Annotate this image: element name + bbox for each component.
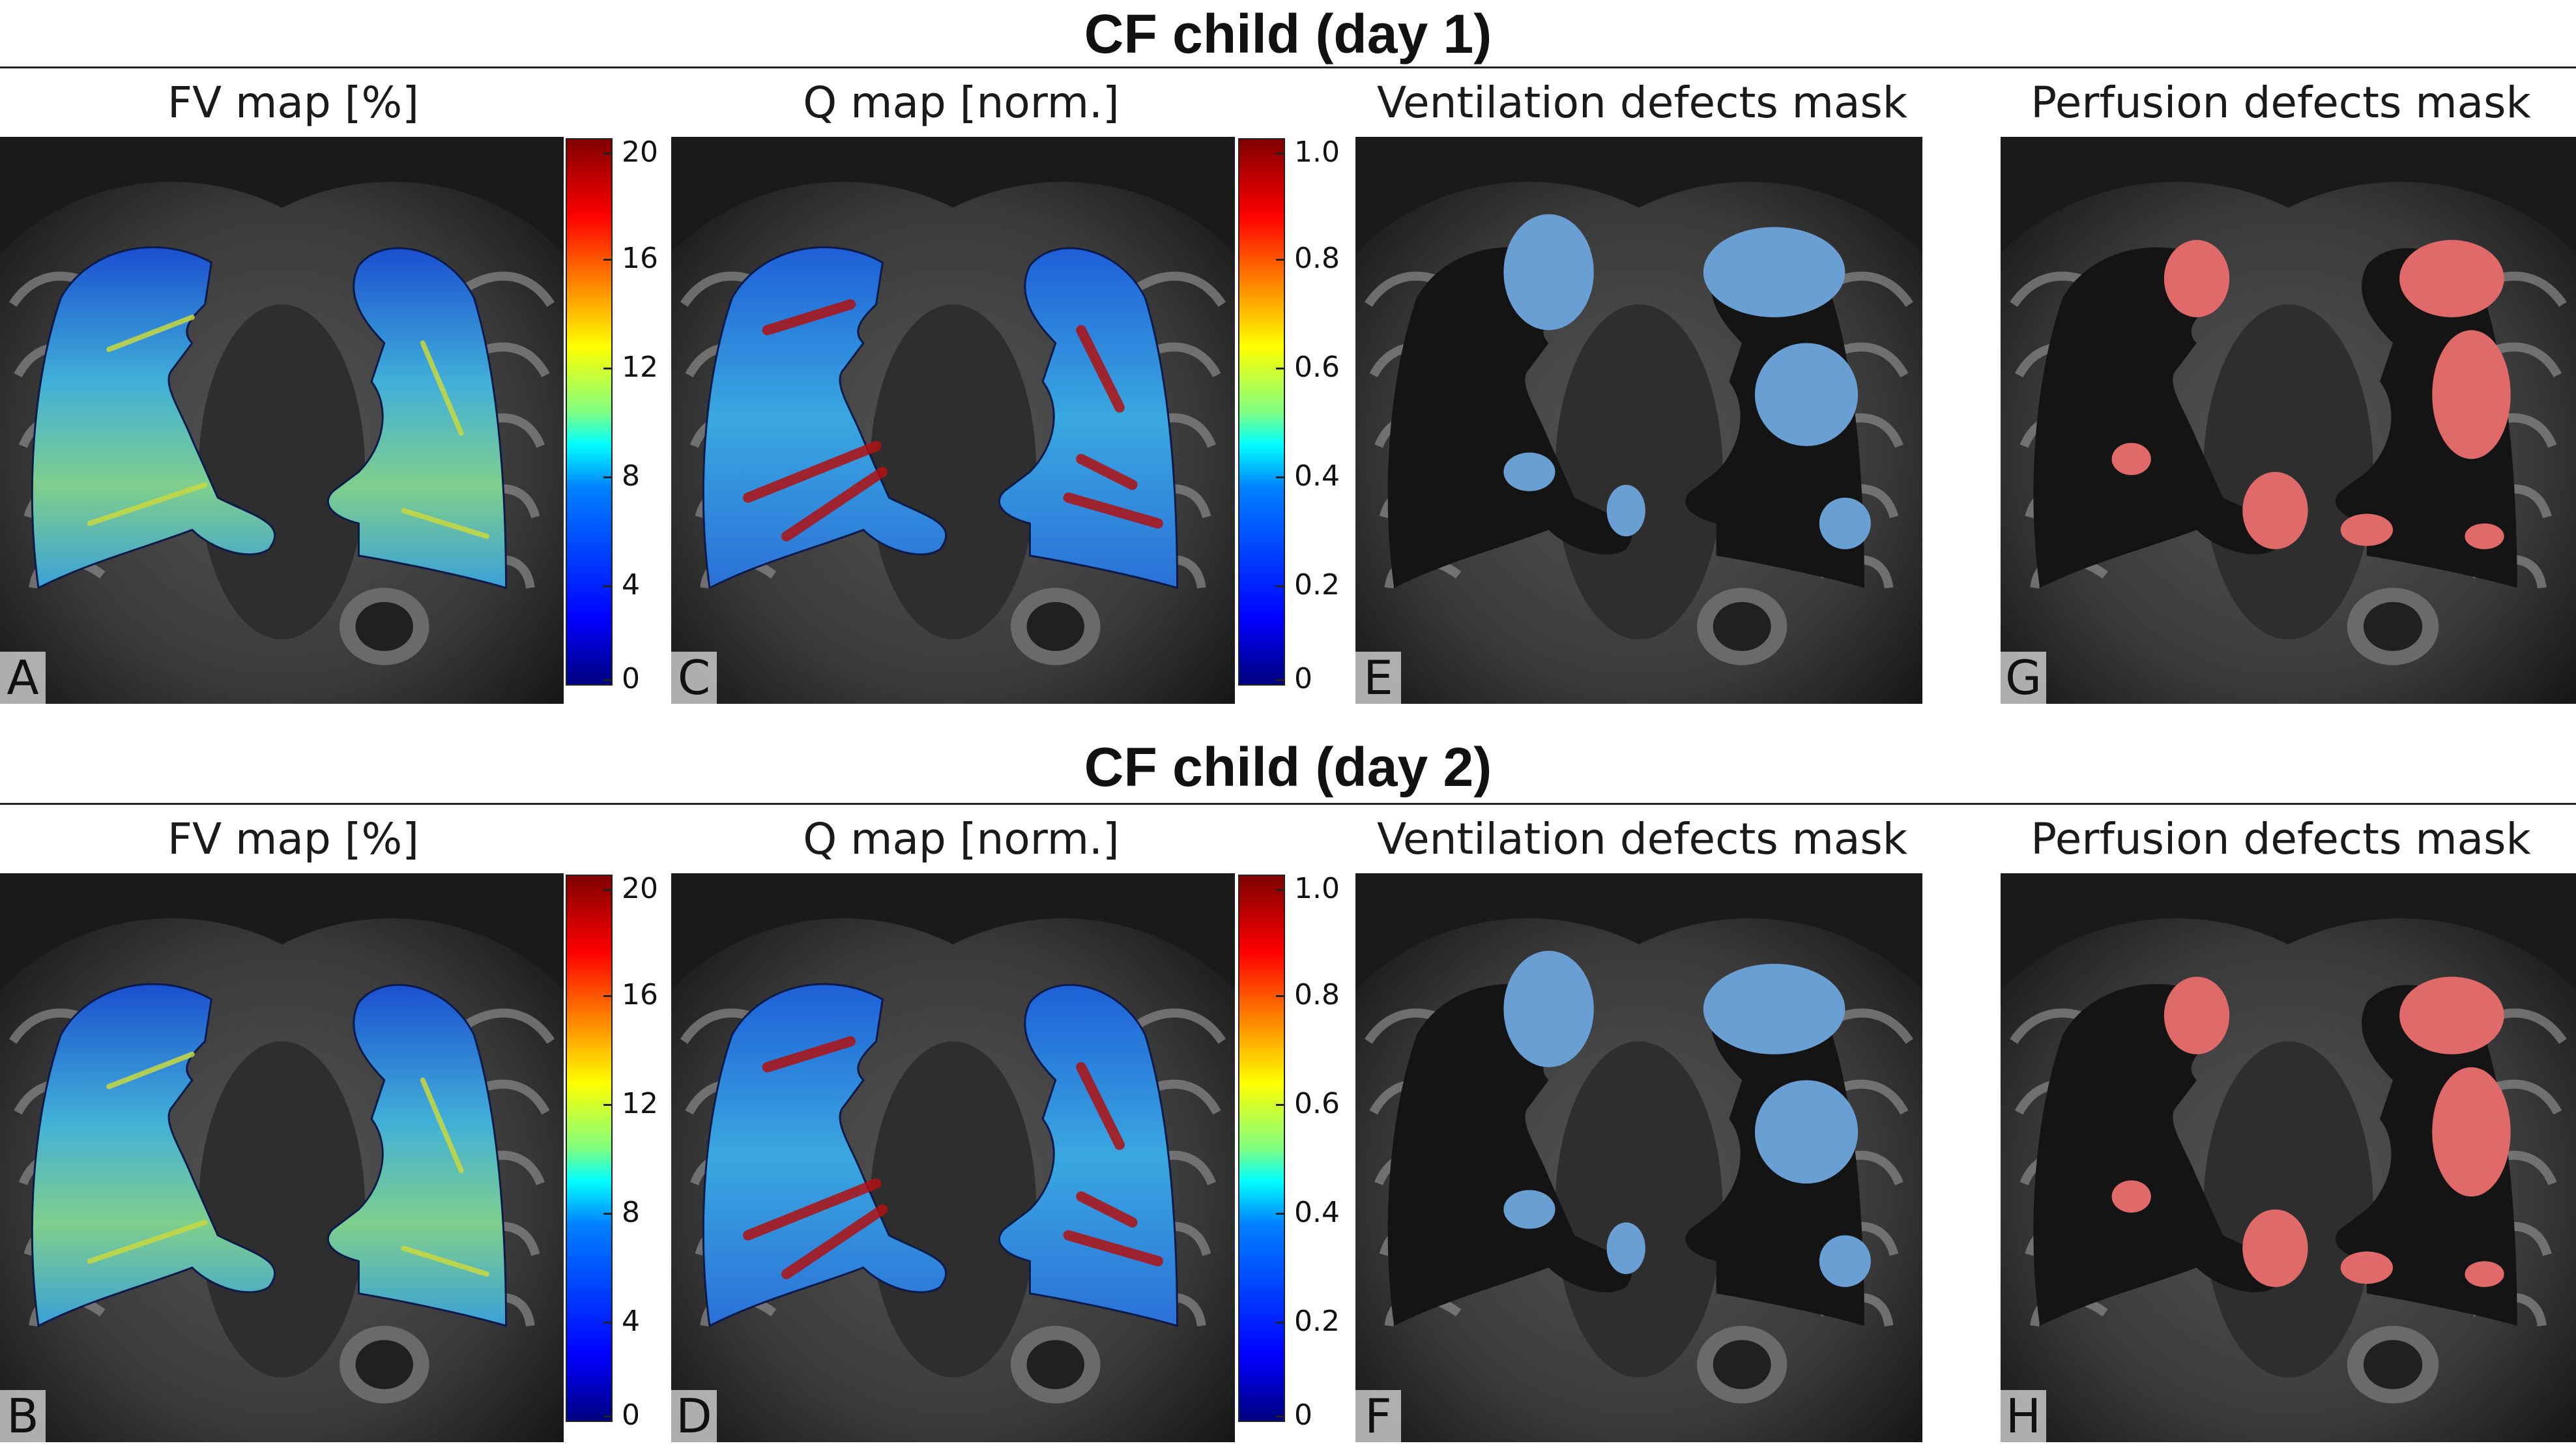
colorbar-tick: 0.8 bbox=[1276, 981, 1340, 1009]
colorbar-tick: 1.0 bbox=[1276, 875, 1340, 903]
panel-title-g: Perfusion defects mask bbox=[2031, 78, 2531, 128]
mri-slice-image bbox=[1355, 873, 1922, 1442]
panel-label: B bbox=[0, 1390, 46, 1442]
colorbar-gradient bbox=[566, 875, 613, 1422]
colorbar-tick: 0 bbox=[603, 1401, 640, 1430]
colorbar-tick: 1.0 bbox=[1276, 138, 1340, 167]
q-map-panel-d: D bbox=[671, 873, 1235, 1442]
perfusion-mask-panel-g: G bbox=[2001, 137, 2576, 704]
colorbar-tick: 0.4 bbox=[1276, 462, 1340, 491]
colorbar-tick: 16 bbox=[603, 981, 658, 1009]
mri-slice-image bbox=[2001, 137, 2576, 704]
ventilation-mask-panel-e: E bbox=[1355, 137, 1922, 704]
panel-label: F bbox=[1355, 1390, 1401, 1442]
panel-title-h: Perfusion defects mask bbox=[2031, 814, 2531, 864]
panel-title-d: Q map [norm.] bbox=[803, 814, 1120, 864]
mri-slice-image bbox=[671, 137, 1235, 704]
colorbar-gradient bbox=[1238, 875, 1285, 1422]
panel-title-e: Ventilation defects mask bbox=[1376, 78, 1908, 128]
mri-slice-image bbox=[2001, 873, 2576, 1442]
colorbar-tick: 8 bbox=[603, 1198, 640, 1227]
colorbar-tick: 0 bbox=[1276, 665, 1312, 693]
panel-label: H bbox=[2001, 1390, 2046, 1442]
panel-label: A bbox=[0, 652, 46, 704]
colorbar-tick: 0.6 bbox=[1276, 1090, 1340, 1118]
colorbar-tick: 12 bbox=[603, 1090, 658, 1118]
colorbar-tick: 4 bbox=[603, 1307, 640, 1336]
panel-label: D bbox=[671, 1390, 717, 1442]
colorbar-gradient bbox=[566, 138, 613, 686]
colorbar-gradient bbox=[1238, 138, 1285, 686]
colorbar-tick: 8 bbox=[603, 462, 640, 491]
panel-title-c: Q map [norm.] bbox=[803, 78, 1120, 128]
panel-label: G bbox=[2001, 652, 2046, 704]
panel-label: E bbox=[1355, 652, 1401, 704]
mri-slice-image bbox=[671, 873, 1235, 1442]
row-title-day1: CF child (day 1) bbox=[1084, 3, 1492, 65]
colorbar-tick: 16 bbox=[603, 244, 658, 273]
colorbar-tick: 4 bbox=[603, 571, 640, 600]
colorbar-tick: 0.6 bbox=[1276, 353, 1340, 382]
colorbar-tick: 0.2 bbox=[1276, 1307, 1340, 1336]
colorbar-tick: 0.2 bbox=[1276, 571, 1340, 600]
fv-map-panel-a: A bbox=[0, 137, 564, 704]
colorbar-tick: 0 bbox=[603, 665, 640, 693]
fv-map-panel-b: B bbox=[0, 873, 564, 1442]
panel-title-b: FV map [%] bbox=[167, 814, 419, 864]
title-rule-day1 bbox=[0, 66, 2576, 68]
panel-title-a: FV map [%] bbox=[167, 78, 419, 128]
panel-label: C bbox=[671, 652, 717, 704]
mri-slice-image bbox=[1355, 137, 1922, 704]
colorbar-tick: 0 bbox=[1276, 1401, 1312, 1430]
title-rule-day2 bbox=[0, 803, 2576, 805]
colorbar-tick: 0.8 bbox=[1276, 244, 1340, 273]
mri-slice-image bbox=[0, 137, 564, 704]
row-title-day2: CF child (day 2) bbox=[1084, 736, 1492, 798]
mri-slice-image bbox=[0, 873, 564, 1442]
colorbar-tick: 12 bbox=[603, 353, 658, 382]
q-map-panel-c: C bbox=[671, 137, 1235, 704]
ventilation-mask-panel-f: F bbox=[1355, 873, 1922, 1442]
panel-title-f: Ventilation defects mask bbox=[1376, 814, 1908, 864]
colorbar-tick: 20 bbox=[603, 138, 658, 167]
colorbar-tick: 0.4 bbox=[1276, 1198, 1340, 1227]
colorbar-tick: 20 bbox=[603, 875, 658, 903]
perfusion-mask-panel-h: H bbox=[2001, 873, 2576, 1442]
